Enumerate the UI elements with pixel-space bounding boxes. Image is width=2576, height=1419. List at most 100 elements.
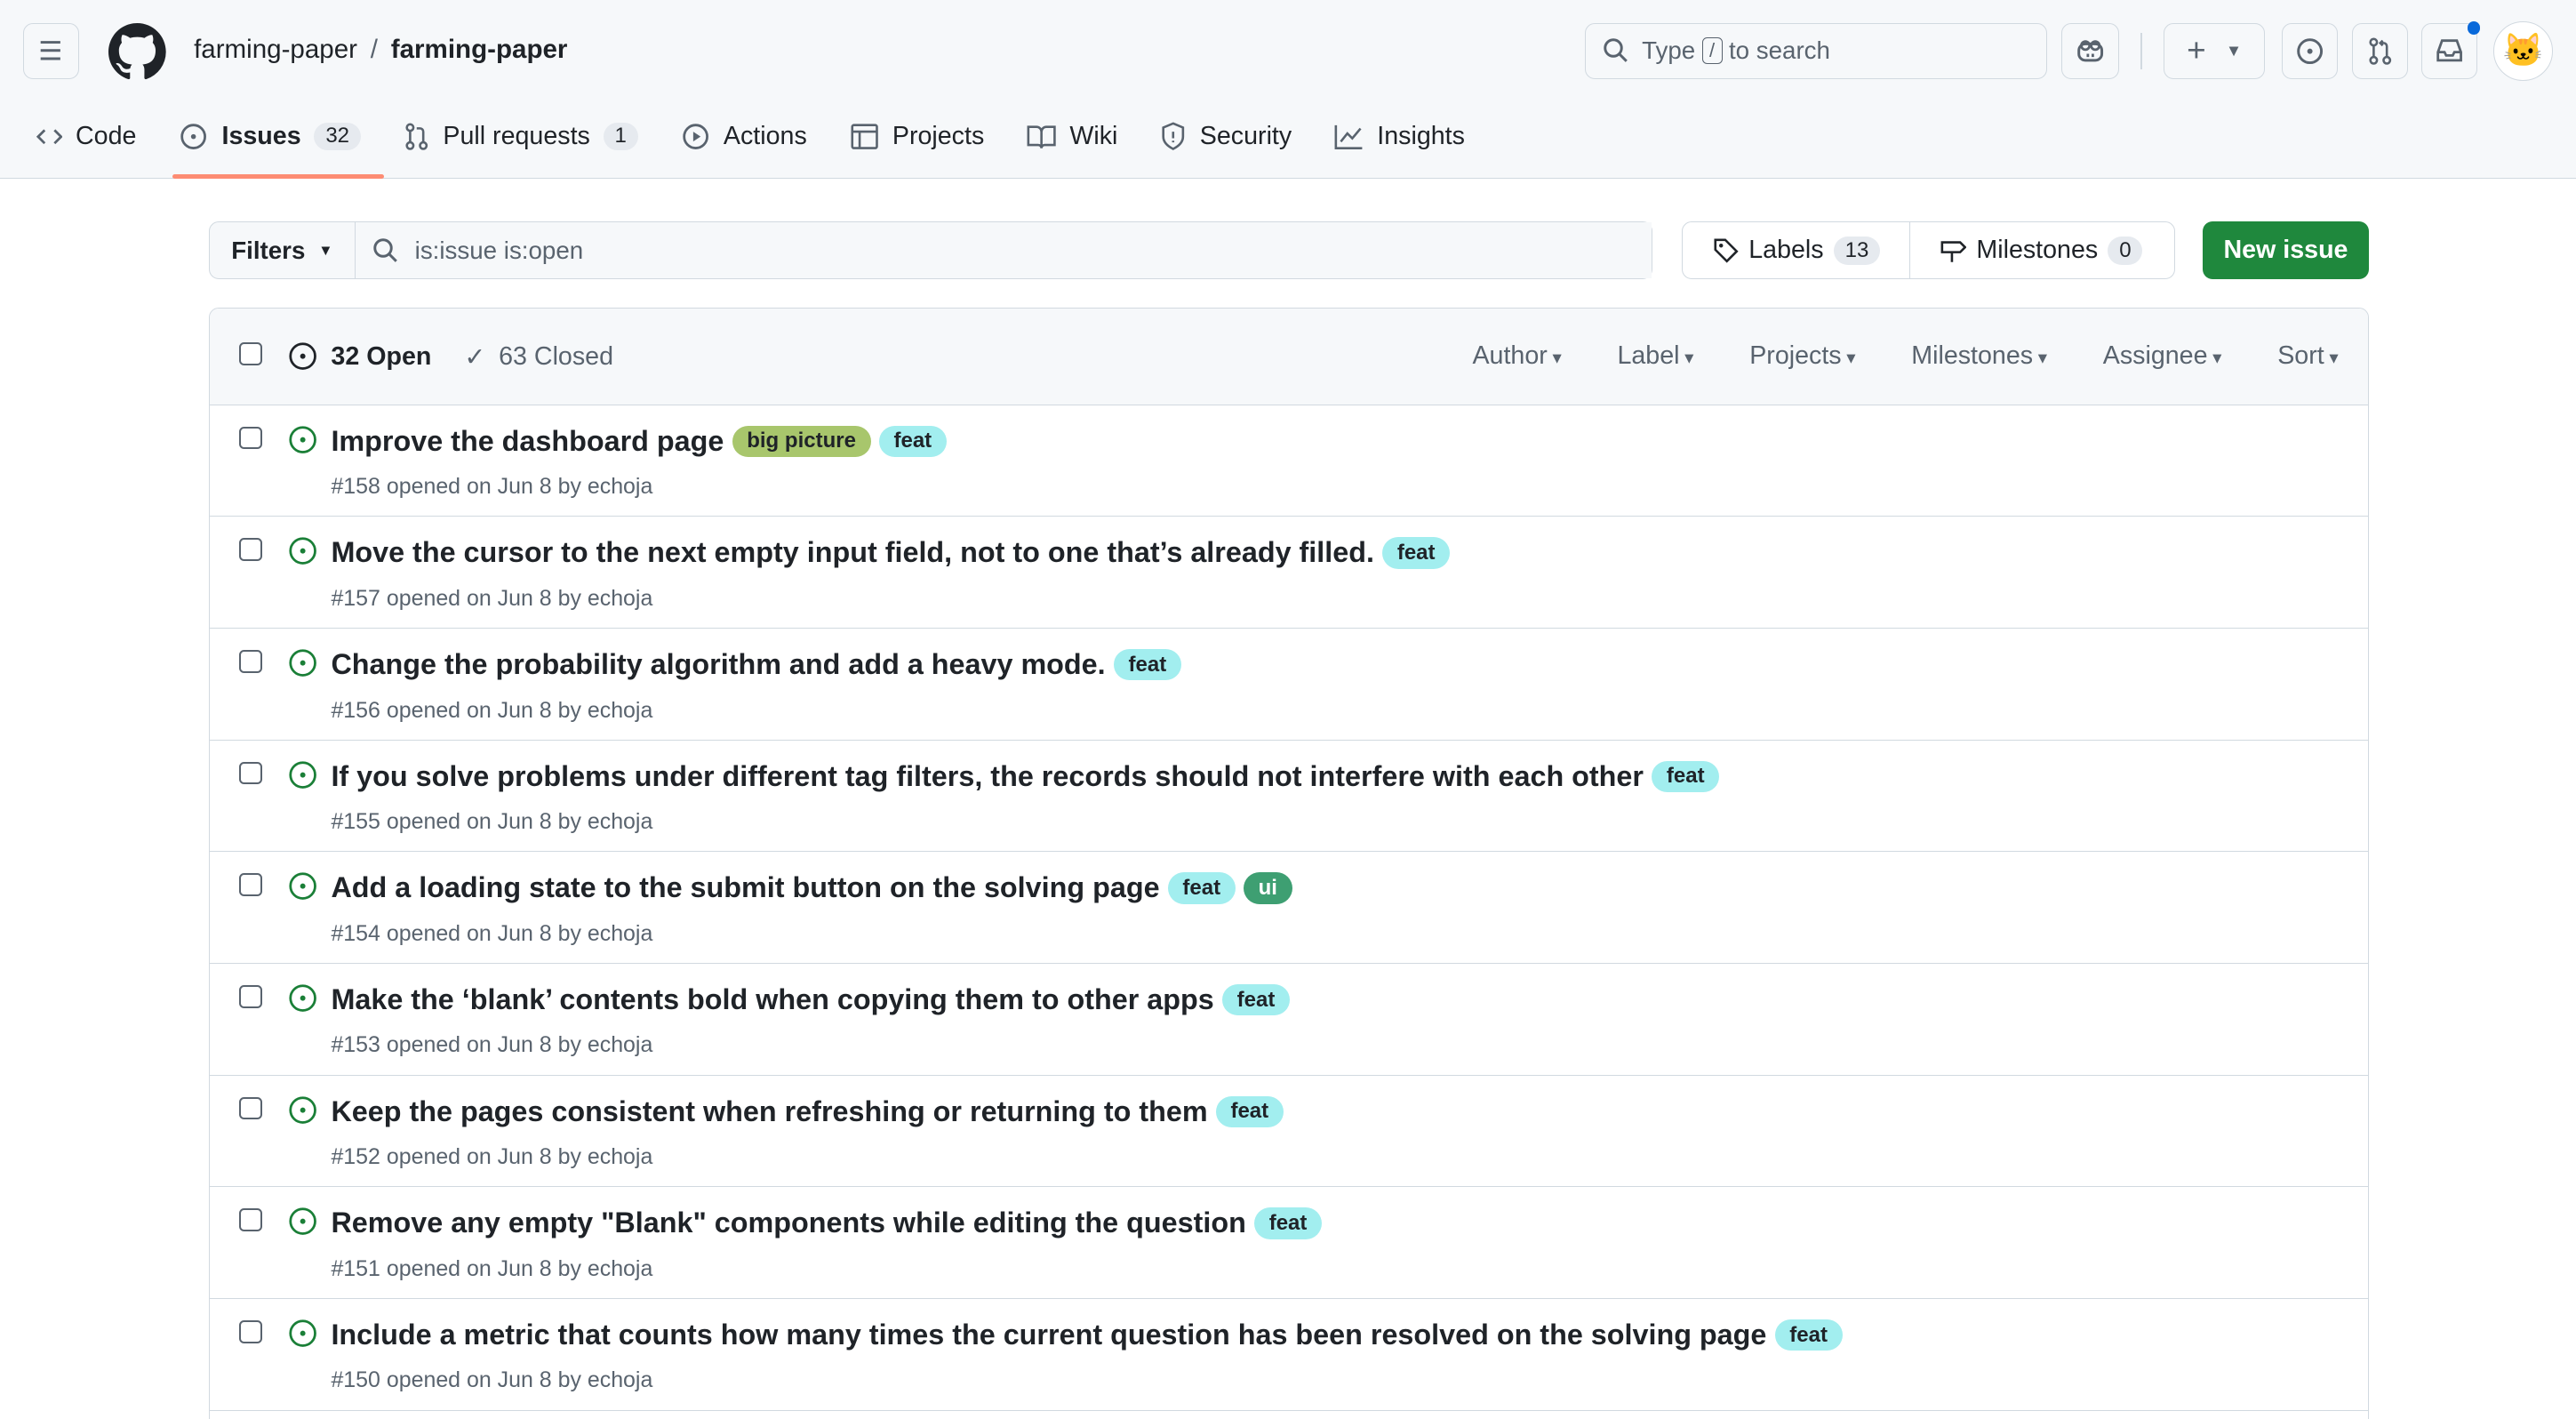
shield-icon	[1162, 122, 1185, 150]
label-badge[interactable]: feat	[1221, 983, 1290, 1016]
milestones-button[interactable]: Milestones 0	[1909, 222, 2172, 279]
pull-requests-button[interactable]	[2352, 22, 2409, 79]
issue-title-link[interactable]: Move the cursor to the next empty input …	[331, 536, 1374, 569]
issue-checkbox[interactable]	[238, 1208, 262, 1232]
issue-title-link[interactable]: Keep the pages consistent when refreshin…	[331, 1094, 1208, 1127]
issue-row: Make the ‘blank’ contents bold when copy…	[209, 964, 2368, 1076]
copilot-button[interactable]	[2061, 22, 2119, 79]
sort-sort-dropdown[interactable]: Sort	[2277, 341, 2338, 371]
owner-link[interactable]: farming-paper	[194, 34, 357, 64]
tab-projects[interactable]: Projects	[850, 118, 984, 155]
label-badge[interactable]: feat	[1774, 1319, 1843, 1351]
tab-label: Security	[1199, 121, 1292, 150]
issue-checkbox[interactable]	[238, 426, 262, 450]
labels-button[interactable]: Labels 13	[1683, 222, 1909, 278]
issue-row: Include a metric that counts how many ti…	[209, 1299, 2368, 1411]
play-icon	[683, 124, 708, 149]
check-icon: ✓	[464, 342, 486, 372]
tab-security[interactable]: Security	[1160, 118, 1292, 155]
label-badge[interactable]: ui	[1244, 872, 1292, 904]
label-badge[interactable]: feat	[1167, 872, 1236, 904]
label-badge[interactable]: big picture	[732, 425, 871, 457]
issue-opened-icon	[289, 1096, 317, 1124]
issue-checkbox[interactable]	[238, 761, 262, 785]
search-input[interactable]: Type / to search	[1585, 22, 2047, 79]
issue-row: Add a loading state to the submit button…	[209, 852, 2368, 964]
issue-title-link[interactable]: Remove any empty "Blank" components whil…	[331, 1207, 1246, 1239]
issue-title-link[interactable]: If you solve problems under different ta…	[331, 759, 1644, 792]
issue-search-input[interactable]: is:issue is:open	[356, 222, 1652, 279]
issue-meta: #156 opened on Jun 8 by echoja	[331, 697, 653, 723]
new-issue-button[interactable]: New issue	[2203, 221, 2369, 280]
issue-title-link[interactable]: Add a loading state to the submit button…	[331, 871, 1160, 904]
breadcrumb: farming-paper / farming-paper	[194, 35, 567, 65]
tab-label: Wiki	[1069, 121, 1118, 150]
avatar[interactable]: 🐱	[2493, 21, 2553, 81]
github-logo-icon[interactable]	[108, 22, 166, 81]
label-badge[interactable]: feat	[878, 425, 947, 457]
labels-label: Labels	[1748, 236, 1824, 265]
open-filter[interactable]: 32 Open	[331, 341, 432, 371]
search-query: is:issue is:open	[414, 236, 584, 264]
inbox-icon	[2436, 39, 2462, 62]
issue-title-link[interactable]: Make the ‘blank’ contents bold when copy…	[331, 983, 1214, 1016]
issue-list: 32 Open ✓ 63 Closed Author Label Projects M…	[208, 307, 2369, 1419]
milestones-count: 0	[2108, 236, 2143, 265]
tab-label: Code	[75, 121, 137, 150]
issue-meta: #153 opened on Jun 8 by echoja	[331, 1032, 653, 1058]
tab-label: Actions	[723, 121, 807, 150]
filter-bar: Filters ▼ is:issue is:open	[208, 221, 1653, 280]
label-badge[interactable]: feat	[1113, 648, 1181, 681]
tab-code[interactable]: Code	[36, 118, 137, 155]
issue-title-link[interactable]: Include a metric that counts how many ti…	[331, 1319, 1767, 1351]
issue-checkbox[interactable]	[238, 538, 262, 562]
issue-title-link[interactable]: Improve the dashboard page	[331, 424, 724, 457]
issues-button[interactable]	[2281, 22, 2338, 79]
book-icon	[1027, 124, 1057, 148]
milestones-label: Milestones	[1976, 236, 2099, 265]
label-badge[interactable]: feat	[1215, 1095, 1284, 1127]
sort-assignee-dropdown[interactable]: Assignee	[2103, 341, 2222, 371]
git-pull-request-icon	[405, 123, 428, 150]
tab-wiki[interactable]: Wiki	[1027, 118, 1117, 155]
label-badge[interactable]: feat	[1382, 537, 1451, 569]
issue-checkbox[interactable]	[238, 984, 262, 1008]
tab-insights[interactable]: Insights	[1334, 118, 1465, 155]
label-badge[interactable]: feat	[1652, 760, 1720, 792]
sort-projects-dropdown[interactable]: Projects	[1749, 341, 1855, 371]
issue-opened-icon	[289, 426, 317, 453]
inbox-button[interactable]	[2420, 22, 2477, 79]
issue-checkbox[interactable]	[238, 1319, 262, 1343]
label-badge[interactable]: feat	[1254, 1207, 1323, 1239]
filters-button[interactable]: Filters ▼	[210, 222, 356, 279]
issue-row: If you solve problems under different ta…	[209, 741, 2368, 853]
issue-checkbox[interactable]	[238, 649, 262, 673]
create-new-button[interactable]: + ▼	[2163, 22, 2266, 79]
tab-label: Projects	[892, 121, 985, 150]
issue-checkbox[interactable]	[238, 1096, 262, 1120]
tab-issues[interactable]: Issues 32	[179, 118, 361, 155]
search-icon	[372, 238, 397, 262]
select-all-checkbox[interactable]	[238, 342, 262, 366]
tab-actions[interactable]: Actions	[681, 118, 807, 155]
search-shortcut-key: /	[1701, 37, 1723, 65]
tab-pull-requests[interactable]: Pull requests 1	[404, 118, 638, 155]
sort-label-dropdown[interactable]: Label	[1617, 341, 1693, 371]
issue-checkbox[interactable]	[238, 873, 262, 897]
closed-filter[interactable]: 63 Closed	[499, 341, 614, 371]
issue-opened-icon	[289, 872, 317, 901]
menu-button[interactable]	[22, 22, 79, 79]
selected-tab-underline	[172, 173, 385, 180]
sort-author-dropdown[interactable]: Author	[1472, 341, 1561, 371]
issue-row: Improve the dashboard page big picture fea…	[209, 405, 2368, 517]
issue-row: Change the probability algorithm and add…	[209, 629, 2368, 741]
code-icon	[36, 128, 63, 144]
graph-icon	[1334, 124, 1363, 149]
issue-meta: #157 opened on Jun 8 by echoja	[331, 585, 653, 611]
sort-milestones-dropdown[interactable]: Milestones	[1911, 341, 2047, 371]
issues-count-badge: 32	[314, 122, 361, 151]
copilot-icon	[2077, 40, 2103, 62]
triangle-down-icon: ▼	[2225, 41, 2243, 60]
repo-link[interactable]: farming-paper	[390, 34, 568, 64]
issue-title-link[interactable]: Change the probability algorithm and add…	[331, 648, 1106, 681]
